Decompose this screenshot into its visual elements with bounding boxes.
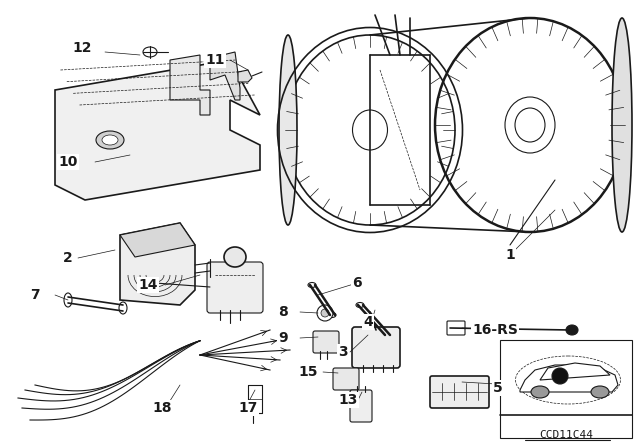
FancyBboxPatch shape xyxy=(352,327,400,368)
Ellipse shape xyxy=(64,293,72,307)
FancyBboxPatch shape xyxy=(447,321,465,335)
FancyBboxPatch shape xyxy=(333,368,359,390)
Polygon shape xyxy=(120,223,195,257)
Polygon shape xyxy=(540,363,610,380)
Text: 7: 7 xyxy=(30,288,40,302)
Ellipse shape xyxy=(224,247,246,267)
FancyBboxPatch shape xyxy=(313,331,339,353)
Ellipse shape xyxy=(102,135,118,145)
Ellipse shape xyxy=(317,305,333,321)
Text: 16-RS: 16-RS xyxy=(472,323,518,337)
Ellipse shape xyxy=(308,283,316,288)
Text: 17: 17 xyxy=(238,401,258,415)
Text: 14: 14 xyxy=(138,278,157,292)
Polygon shape xyxy=(55,60,260,200)
Text: 5: 5 xyxy=(493,381,503,395)
Ellipse shape xyxy=(356,302,364,307)
Ellipse shape xyxy=(353,110,387,150)
Ellipse shape xyxy=(383,332,391,337)
Ellipse shape xyxy=(328,313,336,318)
Polygon shape xyxy=(120,223,195,305)
Ellipse shape xyxy=(119,302,127,314)
Ellipse shape xyxy=(515,108,545,142)
Polygon shape xyxy=(238,70,252,82)
Text: 3: 3 xyxy=(338,345,348,359)
Ellipse shape xyxy=(612,18,632,232)
FancyBboxPatch shape xyxy=(430,376,489,408)
Text: 11: 11 xyxy=(205,53,225,67)
Text: 13: 13 xyxy=(339,393,358,407)
Polygon shape xyxy=(170,55,210,115)
Text: 10: 10 xyxy=(58,155,77,169)
Bar xyxy=(500,340,632,438)
Text: 15: 15 xyxy=(298,365,317,379)
Text: 18: 18 xyxy=(152,401,172,415)
Text: 6: 6 xyxy=(352,276,362,290)
Ellipse shape xyxy=(321,309,329,317)
FancyBboxPatch shape xyxy=(350,390,372,422)
Text: 4: 4 xyxy=(363,315,373,329)
Ellipse shape xyxy=(505,97,555,153)
Ellipse shape xyxy=(591,386,609,398)
Ellipse shape xyxy=(566,325,578,335)
Text: 12: 12 xyxy=(72,41,92,55)
Ellipse shape xyxy=(279,35,297,225)
Polygon shape xyxy=(520,365,618,392)
Ellipse shape xyxy=(552,368,568,384)
Text: CCD11C44: CCD11C44 xyxy=(539,430,593,440)
Text: 8: 8 xyxy=(278,305,288,319)
Text: 2: 2 xyxy=(63,251,73,265)
Ellipse shape xyxy=(531,386,549,398)
Text: 1: 1 xyxy=(505,248,515,262)
Text: 9: 9 xyxy=(278,331,288,345)
Ellipse shape xyxy=(96,131,124,149)
Ellipse shape xyxy=(143,47,157,57)
FancyBboxPatch shape xyxy=(207,262,263,313)
Polygon shape xyxy=(210,52,240,100)
